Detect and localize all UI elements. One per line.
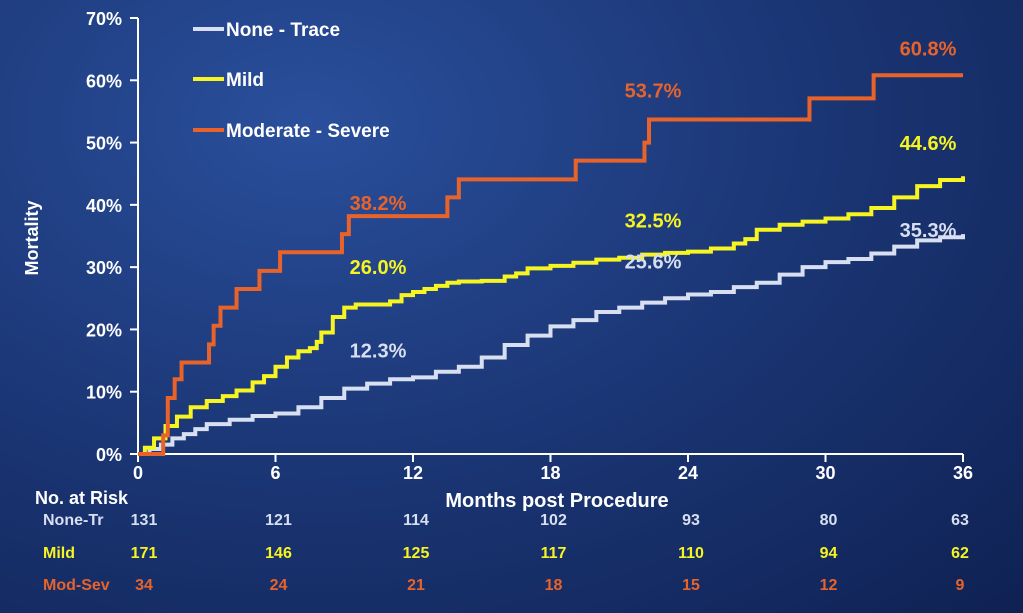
legend-item: None - Trace — [193, 20, 340, 41]
x-tick-label: 36 — [953, 463, 973, 483]
series-line-none-trace — [138, 234, 965, 456]
label-layer: 12.3% 25.6% 35.3% 26.0% 32.5% 44.6% 38.2% 53.7%… — [350, 38, 957, 362]
legend-label: Moderate - Severe — [226, 121, 390, 142]
legend: None - Trace Mild Moderate - Severe — [193, 20, 390, 142]
y-tick-label: 30% — [86, 258, 122, 278]
data-label: 44.6% — [900, 133, 957, 155]
x-tick-label: 0 — [133, 463, 143, 483]
series-layer — [138, 73, 965, 456]
data-label: 53.7% — [625, 81, 682, 103]
x-tick-label: 18 — [540, 463, 560, 483]
y-tick-label: 70% — [86, 9, 122, 29]
y-tick-label: 40% — [86, 196, 122, 216]
x-axis-label: Months post Procedure — [445, 490, 668, 512]
legend-item: Mild — [193, 70, 264, 91]
y-tick-label: 10% — [86, 383, 122, 403]
legend-label: Mild — [226, 70, 264, 91]
data-label: 25.6% — [625, 252, 682, 274]
y-tick-label: 20% — [86, 320, 122, 340]
data-label: 38.2% — [350, 193, 407, 215]
y-tick-label: 60% — [86, 71, 122, 91]
data-label: 32.5% — [625, 211, 682, 233]
data-label: 60.8% — [900, 38, 957, 60]
legend-item: Moderate - Severe — [193, 121, 390, 142]
legend-label: None - Trace — [226, 20, 340, 41]
data-label: 35.3% — [900, 220, 957, 242]
series-line-mild — [138, 176, 965, 456]
axes: 0% 10% 20% 30% 40% 50% 60% 70% 0 6 12 18 24 30 36 — [86, 9, 973, 483]
x-tick-label: 30 — [815, 463, 835, 483]
x-tick-label: 12 — [403, 463, 423, 483]
x-tick-label: 24 — [678, 463, 698, 483]
series-line-moderate-severe — [138, 73, 963, 456]
y-axis-label: Mortality — [22, 200, 42, 275]
data-label: 12.3% — [350, 340, 407, 362]
x-tick-label: 6 — [270, 463, 280, 483]
y-tick-label: 50% — [86, 134, 122, 154]
y-tick-label: 0% — [96, 445, 122, 465]
data-label: 26.0% — [350, 257, 407, 279]
